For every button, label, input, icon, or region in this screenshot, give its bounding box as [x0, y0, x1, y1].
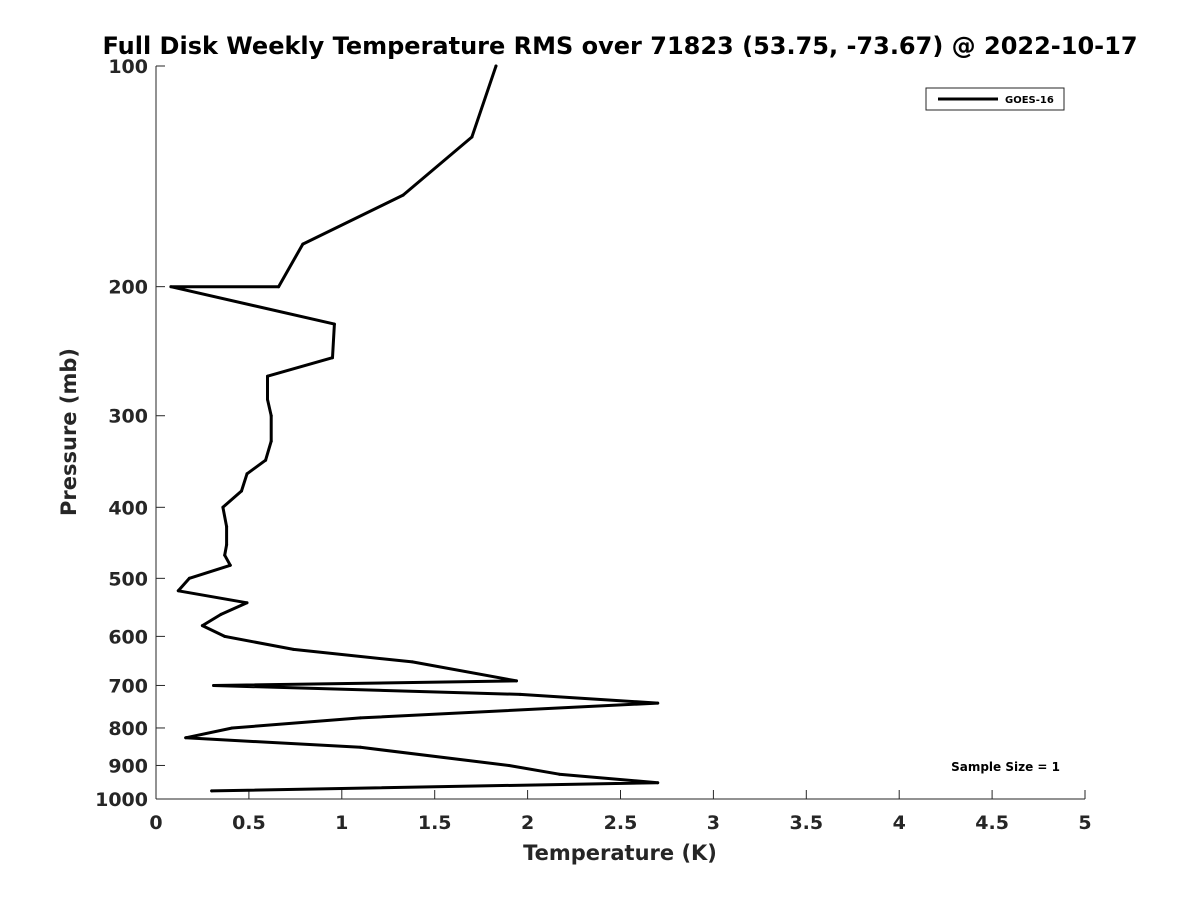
data-point — [264, 458, 268, 462]
data-point — [656, 781, 660, 785]
y-tick-label: 200 — [108, 277, 148, 299]
y-tick-label: 800 — [108, 718, 148, 740]
x-tick-label: 2 — [521, 812, 534, 834]
data-point — [219, 612, 223, 616]
data-point — [292, 647, 295, 651]
data-point — [515, 679, 518, 683]
chart-title: Full Disk Weekly Temperature RMS over 71… — [102, 32, 1137, 60]
data-point — [240, 489, 243, 493]
series-layer — [169, 64, 660, 793]
sample-size-annotation: Sample Size = 1 — [951, 760, 1060, 774]
x-axis-ticks: 0 0.5 1 1.5 2 2.5 3 3.5 4 4.5 5 — [149, 790, 1092, 834]
y-axis-ticks: 100 200 300 400 500 600 700 800 900 1000 — [95, 56, 165, 811]
data-point — [470, 135, 474, 139]
data-point — [225, 525, 229, 529]
y-axis-label: Pressure (mb) — [57, 348, 81, 516]
data-point — [557, 772, 561, 776]
x-tick-label: 4.5 — [975, 812, 1009, 834]
data-point — [507, 764, 511, 767]
data-point — [223, 634, 227, 638]
y-tick-label: 1000 — [95, 789, 148, 811]
data-point — [245, 472, 249, 476]
data-point — [358, 716, 362, 720]
legend-label-goes-16: GOES-16 — [1005, 95, 1054, 106]
data-point — [212, 684, 216, 687]
data-point — [269, 439, 273, 443]
series-line-goes-16 — [169, 64, 660, 793]
data-point — [176, 589, 180, 593]
data-point — [200, 624, 204, 628]
data-point — [230, 726, 234, 730]
y-tick-label: 400 — [108, 497, 148, 519]
data-point — [518, 692, 522, 696]
data-point — [269, 414, 273, 418]
data-point — [169, 285, 173, 289]
data-point — [331, 356, 334, 360]
data-point — [223, 553, 227, 557]
x-tick-label: 0 — [149, 812, 162, 834]
data-point — [656, 701, 660, 705]
data-point — [228, 563, 232, 567]
x-tick-label: 5 — [1078, 812, 1091, 834]
x-tick-label: 2.5 — [604, 812, 638, 834]
x-tick-label: 1.5 — [418, 812, 452, 834]
legend: GOES-16 — [925, 87, 1065, 111]
y-tick-label: 600 — [108, 626, 148, 648]
data-point — [184, 736, 188, 740]
data-point — [266, 397, 269, 401]
data-point — [358, 745, 362, 749]
y-tick-label: 300 — [108, 406, 148, 428]
x-tick-label: 0.5 — [232, 812, 266, 834]
data-point — [277, 285, 281, 289]
data-point — [410, 660, 414, 664]
y-tick-label: 500 — [108, 568, 148, 590]
data-point — [187, 576, 191, 580]
y-tick-label: 700 — [108, 675, 148, 697]
y-tick-label: 900 — [108, 755, 148, 777]
data-point — [301, 242, 305, 246]
data-point — [266, 374, 269, 378]
x-tick-label: 1 — [335, 812, 348, 834]
x-tick-label: 3.5 — [789, 812, 823, 834]
data-point — [245, 601, 249, 605]
data-point — [221, 505, 225, 509]
data-point — [332, 322, 336, 326]
x-axis-label: Temperature (K) — [523, 841, 717, 865]
data-point — [210, 789, 214, 793]
data-point — [494, 64, 498, 68]
y-tick-label: 100 — [108, 56, 148, 78]
data-point — [225, 543, 229, 547]
x-tick-label: 4 — [893, 812, 906, 834]
x-tick-label: 3 — [707, 812, 720, 834]
data-point — [401, 193, 405, 197]
